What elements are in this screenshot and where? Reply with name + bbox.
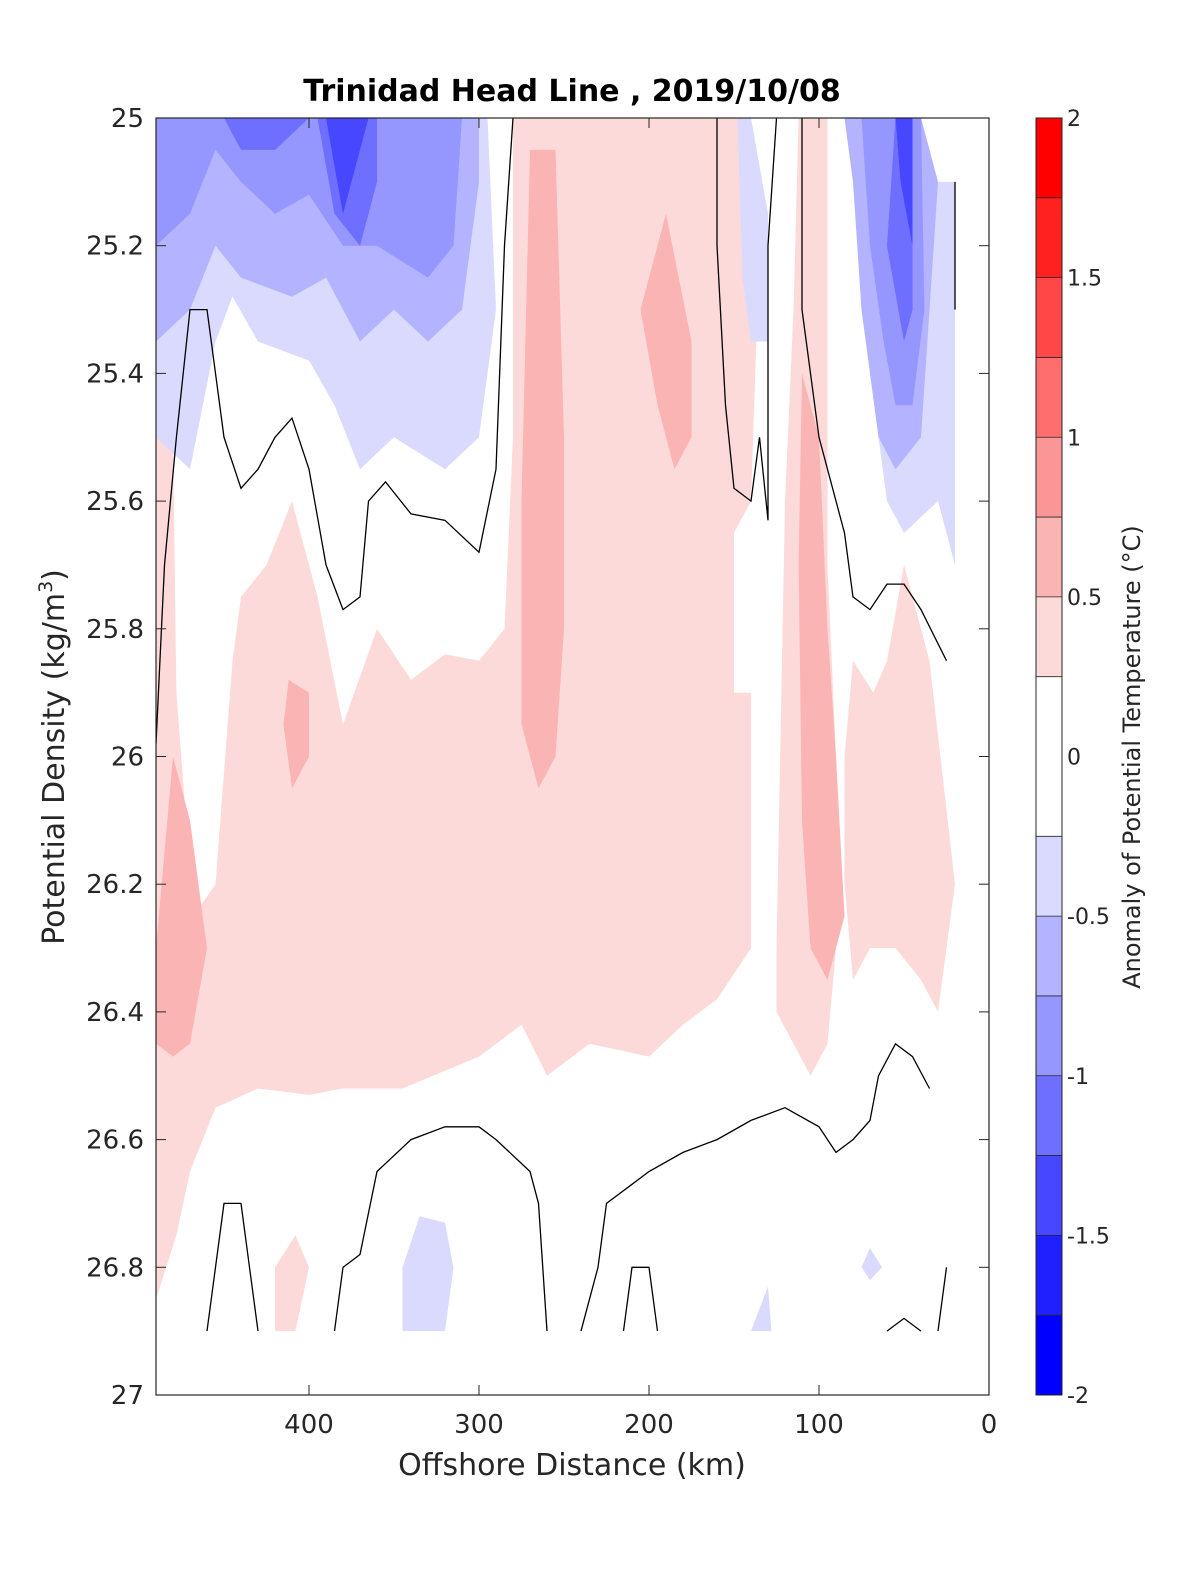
y-tick-label: 26 — [111, 743, 144, 773]
zero-contour-line-5 — [206, 1202, 259, 1332]
y-tick-label: 25.4 — [86, 359, 144, 389]
zero-contour-line-6 — [580, 1042, 931, 1332]
zero-contour-line-2 — [801, 118, 948, 661]
y-tick-label: 27 — [111, 1381, 144, 1411]
y-tick-label: 25.2 — [86, 232, 144, 262]
chart-title: Trinidad Head Line , 2019/10/08 — [303, 74, 840, 109]
colorbar-swatch — [1036, 916, 1062, 996]
zero-contour-layer — [156, 118, 956, 1332]
anomaly-region-17 — [156, 118, 462, 278]
colorbar-swatch — [1036, 357, 1062, 438]
colorbar-tick-label: 2 — [1067, 107, 1081, 132]
colorbar-swatch — [1036, 1315, 1062, 1395]
anomaly-region-12 — [402, 1216, 454, 1332]
plot-area — [156, 118, 989, 1395]
colorbar-tick-label: 0 — [1067, 746, 1081, 771]
colorbar-tick-label: -2 — [1067, 1384, 1089, 1409]
colorbar-swatch — [1036, 437, 1062, 518]
y-tick-label: 25.8 — [86, 615, 144, 645]
colorbar-label: Anomaly of Potential Temperature (°C) — [1118, 525, 1146, 989]
colorbar-frame — [1035, 117, 1063, 1396]
colorbar-swatches — [1036, 117, 1062, 1396]
y-tick-label: 25 — [111, 104, 144, 134]
zero-contour-line-4 — [333, 1126, 548, 1332]
anomaly-region-3 — [275, 1235, 309, 1332]
colorbar-swatch — [1036, 836, 1062, 917]
x-tick-label: 300 — [454, 1410, 504, 1440]
colorbar-swatch — [1036, 517, 1062, 597]
colorbar-swatch — [1036, 277, 1062, 358]
colorbar-swatch — [1036, 118, 1062, 198]
anomaly-region-6 — [640, 213, 692, 470]
y-axis-label-close: ) — [37, 569, 72, 581]
colorbar-tick-label: 1.5 — [1067, 267, 1102, 292]
y-axis-label-superscript: 3 — [35, 581, 57, 593]
x-tick-label: 200 — [624, 1410, 674, 1440]
colorbar-tick-label: 0.5 — [1067, 586, 1102, 611]
colorbar-swatch — [1036, 1235, 1062, 1316]
y-axis-label: Potential Density (kg/m3) — [35, 569, 72, 945]
anomaly-region-4 — [156, 756, 207, 1057]
colorbar-tick-label: -1 — [1067, 1065, 1089, 1090]
x-tick-label: 100 — [794, 1410, 844, 1440]
x-axis-label: Offshore Distance (km) — [398, 1448, 746, 1483]
colorbar-ticks: 2 1.5 1 0.5 0 -0.5 -1 -1.5 -2 — [1067, 107, 1110, 1409]
colorbar-swatch — [1036, 197, 1062, 278]
y-tick-label: 26.6 — [86, 1126, 144, 1156]
colorbar-tick-label: -1.5 — [1067, 1224, 1110, 1249]
colorbar-tick-label: -0.5 — [1067, 905, 1110, 930]
y-axis-label-base: Potential Density (kg/m — [37, 593, 72, 945]
anomaly-region-10 — [737, 118, 768, 342]
anomaly-region-7 — [798, 373, 845, 980]
anomaly-region-19 — [224, 118, 309, 150]
anomaly-region-14 — [861, 1248, 882, 1281]
anomaly-region-23 — [895, 118, 913, 246]
x-tick-label: 0 — [981, 1410, 998, 1440]
anomaly-region-13 — [751, 1286, 772, 1332]
anomaly-fill-layer — [156, 118, 955, 1332]
colorbar: 2 1.5 1 0.5 0 -0.5 -1 -1.5 -2 Anomaly of Potenti… — [1035, 107, 1146, 1409]
colorbar-swatch — [1036, 596, 1062, 677]
zero-contour-line-9 — [886, 1317, 922, 1332]
y-tick-label: 25.6 — [86, 487, 144, 517]
anomaly-region-8 — [283, 679, 309, 789]
colorbar-swatch — [1036, 676, 1062, 837]
colorbar-swatch — [1036, 1075, 1062, 1156]
anomaly-region-22 — [326, 118, 369, 214]
y-tick-label: 26.2 — [86, 870, 144, 900]
y-tick-label: 26.4 — [86, 998, 144, 1028]
y-axis: 25 25.2 25.4 25.6 25.8 26 26.2 26.4 26.6 26.8 27 — [86, 104, 989, 1411]
y-tick-label: 26.8 — [86, 1253, 144, 1283]
zero-contour-line-8 — [937, 1267, 948, 1332]
zero-contour-line-1 — [716, 118, 778, 521]
colorbar-tick-label: 1 — [1067, 426, 1081, 451]
anomaly-region-5 — [521, 149, 564, 789]
colorbar-swatch — [1036, 1155, 1062, 1236]
x-tick-label: 400 — [284, 1410, 334, 1440]
x-axis: 400 300 200 100 0 — [284, 118, 997, 1440]
colorbar-swatch — [1036, 995, 1062, 1076]
anomaly-region-0 — [156, 118, 760, 1300]
anomaly-region-2 — [844, 564, 955, 1012]
zero-contour-line-7 — [622, 1266, 659, 1332]
zero-contour-line-0 — [156, 118, 514, 744]
